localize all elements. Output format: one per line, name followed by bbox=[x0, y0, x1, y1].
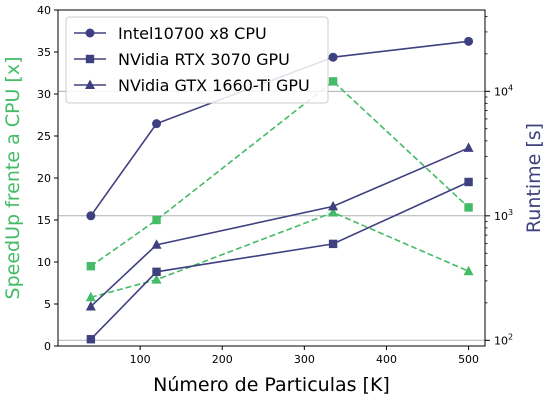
left-tick-label: 0 bbox=[44, 340, 51, 353]
runtime-point bbox=[85, 300, 96, 311]
runtime-line-2 bbox=[90, 147, 469, 308]
runtime-point bbox=[152, 119, 162, 129]
left-tick-label: 5 bbox=[44, 298, 51, 311]
left-axis-ticks: 0 5 10 15 20 25 30 35 40 bbox=[37, 4, 58, 353]
right-tick-label: 102 bbox=[494, 332, 513, 347]
speedup-line-1 bbox=[90, 211, 469, 299]
runtime-line-1 bbox=[90, 181, 469, 340]
grid bbox=[58, 90, 485, 341]
right-axis-ticks: 102 103 104 bbox=[485, 15, 513, 347]
speedup-point bbox=[151, 274, 162, 284]
x-tick-label: 200 bbox=[212, 353, 233, 366]
speedup-point bbox=[463, 265, 474, 276]
left-tick-label: 40 bbox=[37, 4, 51, 17]
legend-box bbox=[65, 16, 329, 104]
legend-marker bbox=[85, 79, 95, 89]
runtime-point bbox=[86, 335, 96, 344]
speedup-line-0 bbox=[90, 80, 470, 267]
runtime-point bbox=[463, 142, 474, 152]
speedup-point bbox=[152, 215, 161, 225]
x-axis-ticks: 100 200 300 400 500 bbox=[130, 346, 479, 366]
left-axis-label: SpeedUp frente a CPU [x] bbox=[2, 57, 24, 300]
left-tick-label: 30 bbox=[37, 88, 51, 101]
right-axis-label: Runtime [s] bbox=[523, 123, 545, 233]
legend-marker bbox=[85, 54, 95, 64]
runtime-series bbox=[85, 36, 474, 344]
speedup-point bbox=[328, 77, 338, 86]
left-tick-label: 25 bbox=[37, 130, 51, 143]
legend: Intel10700 x8 CPU NVidia RTX 3070 GPU NVid… bbox=[65, 16, 329, 104]
left-tick-label: 35 bbox=[37, 46, 51, 59]
left-tick-label: 10 bbox=[37, 256, 51, 269]
runtime-point bbox=[464, 177, 473, 187]
right-tick-label: 103 bbox=[494, 208, 513, 223]
speedup-series bbox=[85, 77, 474, 302]
legend-entry: Intel10700 x8 CPU bbox=[118, 24, 267, 43]
runtime-point bbox=[152, 267, 161, 277]
x-tick-label: 500 bbox=[458, 353, 479, 366]
runtime-point bbox=[464, 36, 474, 46]
x-tick-label: 400 bbox=[376, 353, 397, 366]
legend-marker bbox=[85, 28, 95, 38]
right-tick-label: 104 bbox=[494, 83, 513, 98]
speedup-point bbox=[85, 291, 96, 302]
runtime-point bbox=[328, 52, 338, 62]
runtime-point bbox=[86, 211, 96, 221]
runtime-point bbox=[328, 200, 339, 211]
x-axis-label: Número de Particulas [K] bbox=[153, 374, 390, 396]
runtime-point bbox=[151, 239, 162, 249]
speedup-point bbox=[86, 262, 96, 271]
left-tick-label: 15 bbox=[37, 214, 51, 227]
legend-entry: NVidia RTX 3070 GPU bbox=[118, 50, 290, 69]
speedup-point bbox=[464, 203, 473, 212]
left-tick-label: 20 bbox=[37, 172, 51, 185]
runtime-point bbox=[328, 239, 338, 249]
x-tick-label: 100 bbox=[130, 353, 151, 366]
legend-entry: NVidia GTX 1660-Ti GPU bbox=[118, 76, 310, 95]
x-tick-label: 300 bbox=[294, 353, 315, 366]
speedup-point bbox=[328, 206, 339, 217]
